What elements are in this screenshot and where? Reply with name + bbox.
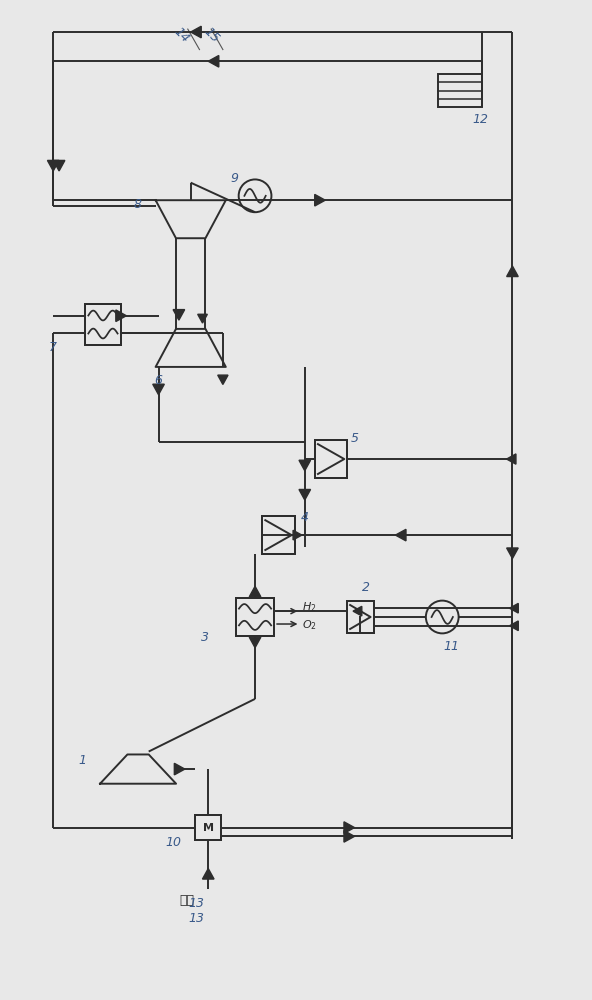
Polygon shape — [510, 621, 518, 631]
Polygon shape — [202, 869, 214, 879]
Bar — [315, 440, 347, 478]
Bar — [347, 601, 374, 633]
Bar — [236, 598, 274, 636]
Polygon shape — [299, 460, 311, 471]
Text: 11: 11 — [443, 640, 459, 653]
Polygon shape — [344, 822, 355, 833]
Bar — [85, 304, 121, 345]
Text: 14: 14 — [172, 25, 192, 45]
Text: 2: 2 — [362, 581, 370, 594]
Polygon shape — [249, 586, 261, 597]
Text: M: M — [202, 823, 214, 833]
Polygon shape — [293, 530, 302, 540]
Bar — [315, 440, 347, 478]
Bar — [236, 598, 274, 636]
Text: 13: 13 — [189, 912, 205, 925]
Text: 7: 7 — [49, 341, 57, 354]
Bar — [85, 304, 121, 345]
Bar — [262, 516, 295, 554]
Polygon shape — [53, 160, 65, 171]
Polygon shape — [249, 637, 261, 648]
Text: 给水: 给水 — [179, 894, 194, 907]
Polygon shape — [395, 529, 406, 541]
Polygon shape — [344, 831, 355, 842]
Bar — [236, 598, 274, 636]
Polygon shape — [116, 310, 126, 322]
Polygon shape — [198, 314, 207, 323]
Text: 15: 15 — [201, 25, 221, 45]
Bar — [85, 304, 121, 345]
Bar — [262, 516, 295, 554]
Text: 3: 3 — [201, 631, 210, 644]
Polygon shape — [299, 489, 311, 500]
Polygon shape — [507, 548, 518, 558]
Polygon shape — [173, 310, 185, 320]
Bar — [195, 815, 221, 840]
Polygon shape — [153, 384, 165, 395]
Polygon shape — [510, 603, 518, 613]
Polygon shape — [507, 454, 516, 464]
Text: 9: 9 — [230, 172, 239, 185]
Bar — [195, 815, 221, 840]
Bar — [315, 440, 347, 478]
Bar — [438, 74, 482, 107]
Text: 1: 1 — [79, 754, 86, 767]
Text: 13: 13 — [189, 897, 205, 910]
Bar — [347, 601, 374, 633]
Text: 5: 5 — [350, 432, 359, 445]
Polygon shape — [218, 375, 228, 384]
Polygon shape — [191, 26, 201, 38]
Bar — [195, 815, 221, 840]
Polygon shape — [47, 160, 59, 171]
Text: 12: 12 — [472, 113, 488, 126]
Bar — [262, 516, 295, 554]
Polygon shape — [353, 606, 362, 616]
Text: 6: 6 — [155, 374, 163, 387]
Text: $O_2$: $O_2$ — [302, 619, 317, 632]
Polygon shape — [208, 55, 219, 67]
Text: 8: 8 — [134, 198, 142, 211]
Bar — [347, 601, 374, 633]
Polygon shape — [315, 194, 325, 206]
Polygon shape — [507, 266, 518, 277]
Text: 4: 4 — [301, 511, 309, 524]
Text: $H_2$: $H_2$ — [302, 600, 317, 614]
Polygon shape — [174, 763, 185, 775]
Text: 10: 10 — [165, 836, 181, 849]
